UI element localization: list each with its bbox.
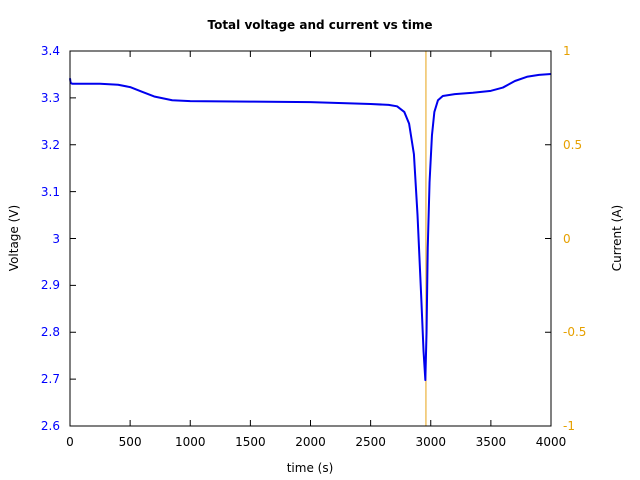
x-tick-label: 2000	[295, 435, 326, 449]
x-axis-label: time (s)	[286, 461, 334, 475]
y-tick-label-right: 0.5	[563, 137, 583, 152]
series-voltage-line	[69, 72, 552, 382]
y-tick-label-left: 2.6	[40, 419, 60, 433]
x-tick-label: 500	[118, 435, 142, 449]
y-tick-label-left: 3.3	[40, 90, 60, 105]
chart-title: Total voltage and current vs time	[207, 18, 433, 32]
x-tick-label: 1500	[235, 435, 266, 449]
series-layer	[69, 51, 552, 426]
y-tick-label-right: -0.5	[563, 325, 587, 340]
y-tick-label-left: 3.4	[40, 44, 60, 58]
y-tick-label-left: 2.9	[40, 278, 60, 293]
y-tick-label-right: 1	[563, 44, 571, 58]
y-tick-label-left: 3.2	[40, 137, 60, 152]
tick-marks	[69, 50, 552, 427]
x-tick-label: 3500	[475, 435, 507, 449]
y-tick-label-left: 2.7	[40, 372, 60, 387]
x-tick-label: 1000	[174, 435, 206, 449]
y-tick-label-left: 3.1	[40, 184, 60, 199]
plot-frame	[69, 50, 552, 427]
x-tick-label: 0	[66, 435, 74, 449]
y-tick-label-left: 3	[52, 231, 60, 246]
x-tick-label: 2500	[355, 435, 386, 449]
y-tick-label-right: 0	[563, 231, 571, 246]
y-tick-label-left: 2.8	[40, 325, 60, 340]
x-tick-label: 3000	[415, 435, 447, 449]
y-tick-label-right: -1	[563, 419, 575, 433]
x-tick-label: 4000	[535, 435, 567, 449]
